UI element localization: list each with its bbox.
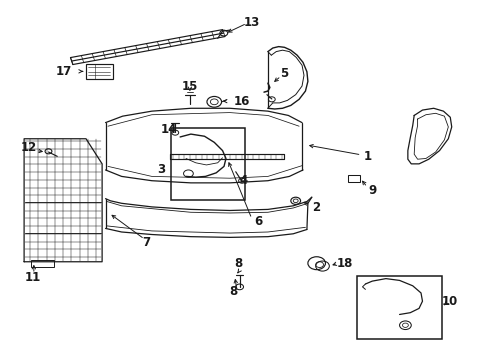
Text: 5: 5 bbox=[280, 67, 288, 80]
Text: 16: 16 bbox=[233, 95, 250, 108]
Text: 1: 1 bbox=[363, 150, 371, 163]
Text: 3: 3 bbox=[157, 163, 165, 176]
Text: 6: 6 bbox=[253, 215, 262, 228]
Text: 7: 7 bbox=[142, 236, 150, 249]
Text: 11: 11 bbox=[24, 271, 41, 284]
Text: 12: 12 bbox=[21, 140, 37, 153]
Text: 8: 8 bbox=[229, 285, 237, 298]
Text: 2: 2 bbox=[312, 202, 320, 215]
Text: 9: 9 bbox=[367, 184, 376, 197]
Bar bbox=[86, 64, 113, 79]
Bar bbox=[356, 276, 441, 338]
Text: 10: 10 bbox=[441, 295, 457, 308]
Text: 8: 8 bbox=[234, 257, 242, 270]
Text: 13: 13 bbox=[243, 16, 260, 29]
Bar bbox=[171, 128, 244, 200]
Text: 18: 18 bbox=[336, 257, 352, 270]
Text: 17: 17 bbox=[56, 65, 72, 78]
Bar bbox=[347, 175, 359, 182]
Text: 15: 15 bbox=[182, 80, 198, 93]
Text: 14: 14 bbox=[161, 122, 177, 136]
Text: 4: 4 bbox=[239, 174, 247, 187]
Bar bbox=[31, 260, 54, 267]
